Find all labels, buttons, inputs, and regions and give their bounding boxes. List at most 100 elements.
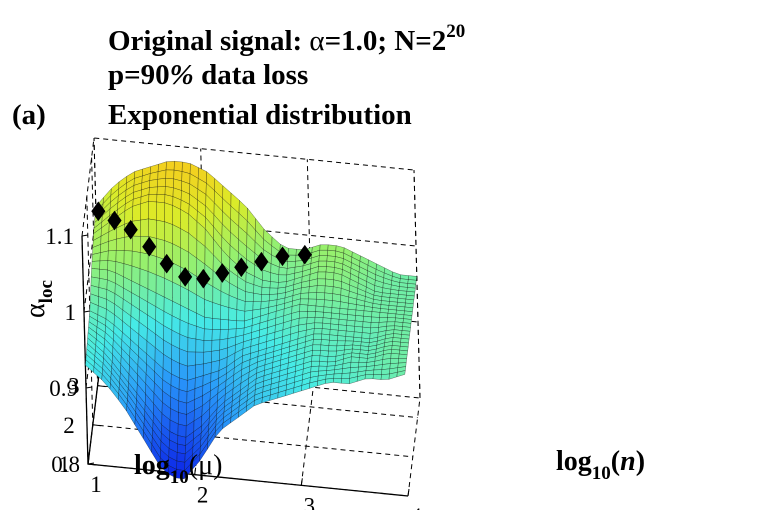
surface-cell xyxy=(386,317,396,323)
surface-cell xyxy=(316,285,326,294)
surface-cell xyxy=(333,373,343,379)
surface-cell xyxy=(316,292,325,300)
surface-cell xyxy=(362,321,372,329)
z-tick-2: 1 xyxy=(65,300,77,325)
surface-cell xyxy=(325,278,334,287)
surface-cell xyxy=(165,169,175,180)
surface-cell xyxy=(315,305,325,313)
x-tick-mark-1 xyxy=(194,467,197,475)
surface-cell xyxy=(398,358,407,364)
surface-cell xyxy=(307,298,317,307)
surface-cell xyxy=(278,274,287,283)
surface-cell xyxy=(380,373,390,380)
z-tick-mark-2 xyxy=(83,310,91,313)
surface-cell xyxy=(308,285,318,294)
surface-cell xyxy=(337,330,347,337)
surface-cell xyxy=(370,316,380,323)
surface-cell xyxy=(381,368,391,375)
surface-cell xyxy=(252,301,262,311)
surface-cell xyxy=(299,304,309,312)
surface-cell xyxy=(212,302,221,320)
surface-cell xyxy=(344,340,354,346)
surface-cell xyxy=(324,292,333,301)
surface-cell xyxy=(365,369,375,375)
y-tick-1: 2 xyxy=(63,413,75,438)
surface-cell xyxy=(330,318,340,325)
y-label-sub: 10 xyxy=(170,467,189,488)
title-line-1: Original signal: α=1.0; N=220 xyxy=(108,21,465,57)
y-axis-label: log10(μ) xyxy=(134,450,222,488)
z-tick-mark-3 xyxy=(81,234,89,237)
surface-cell xyxy=(313,328,323,335)
surface-cell xyxy=(195,325,205,341)
surface-cell xyxy=(148,218,157,239)
surface-cell xyxy=(131,250,141,269)
surface-cell xyxy=(307,311,316,318)
surface-cell xyxy=(346,325,355,332)
surface-cell xyxy=(228,319,237,330)
surface-cell xyxy=(115,250,125,264)
y-label-open: ( xyxy=(189,450,198,481)
surface-cell xyxy=(326,260,336,268)
surface-cell xyxy=(327,250,336,257)
surface-cell xyxy=(345,336,354,342)
surface-cell xyxy=(244,301,254,312)
surface-cell xyxy=(321,328,331,335)
y-tick-mark-1 xyxy=(92,424,101,427)
surface-cell xyxy=(330,323,339,331)
surface-cell xyxy=(211,349,220,363)
surface-cell xyxy=(307,305,317,312)
surface-cell xyxy=(204,316,213,330)
surface-cell xyxy=(177,443,186,455)
surface-cell xyxy=(178,412,187,427)
y-label-base: log xyxy=(134,450,170,481)
z-tick-1: 0.9 xyxy=(49,376,78,401)
surface-cell xyxy=(212,318,221,330)
surface-cell xyxy=(312,344,322,351)
surface-cell xyxy=(319,250,328,256)
surface-cell xyxy=(156,194,166,203)
z-tick-3: 1.1 xyxy=(45,224,74,249)
surface-cell xyxy=(396,370,406,378)
title-1-greek: α xyxy=(309,25,324,57)
diamond-series xyxy=(91,201,312,289)
surface-cell xyxy=(300,286,310,294)
surface-cell xyxy=(149,179,158,188)
surface-cell xyxy=(317,271,327,280)
surface-cell xyxy=(299,311,308,319)
surface-cell xyxy=(338,324,347,332)
surface-cell xyxy=(299,298,309,306)
diamond-point-1 xyxy=(107,210,122,231)
surface-cell xyxy=(311,355,321,362)
surface-cell xyxy=(350,362,360,368)
surface-cell xyxy=(362,326,371,334)
surface-cell xyxy=(318,361,328,367)
surface-cell xyxy=(322,317,332,325)
surface-cell xyxy=(379,312,389,318)
surface-cell xyxy=(311,361,320,367)
surface-cell xyxy=(203,351,212,365)
surface-cell xyxy=(390,358,399,364)
diamond-point-3 xyxy=(142,236,157,257)
surface-cell xyxy=(123,250,133,267)
surface-cell xyxy=(338,319,348,326)
surface-cell xyxy=(386,321,396,327)
surface-cell xyxy=(269,287,279,295)
z-label-sub: loc xyxy=(36,280,57,303)
surface-cell xyxy=(157,169,167,180)
surface-cell xyxy=(354,320,364,328)
surface-cell xyxy=(164,202,173,225)
surface-cell xyxy=(132,203,141,222)
surface-cell xyxy=(269,281,279,289)
surface-cell xyxy=(325,377,334,384)
x-label-open: ( xyxy=(611,446,620,477)
surface-cell xyxy=(373,369,383,375)
surface-cell xyxy=(321,333,330,341)
x-label-var: n xyxy=(620,446,636,477)
surface-cell xyxy=(331,307,341,314)
surface-cell xyxy=(164,221,173,244)
surface-cell xyxy=(372,374,382,380)
surface-cell xyxy=(312,339,322,346)
surface-cell xyxy=(345,330,355,338)
